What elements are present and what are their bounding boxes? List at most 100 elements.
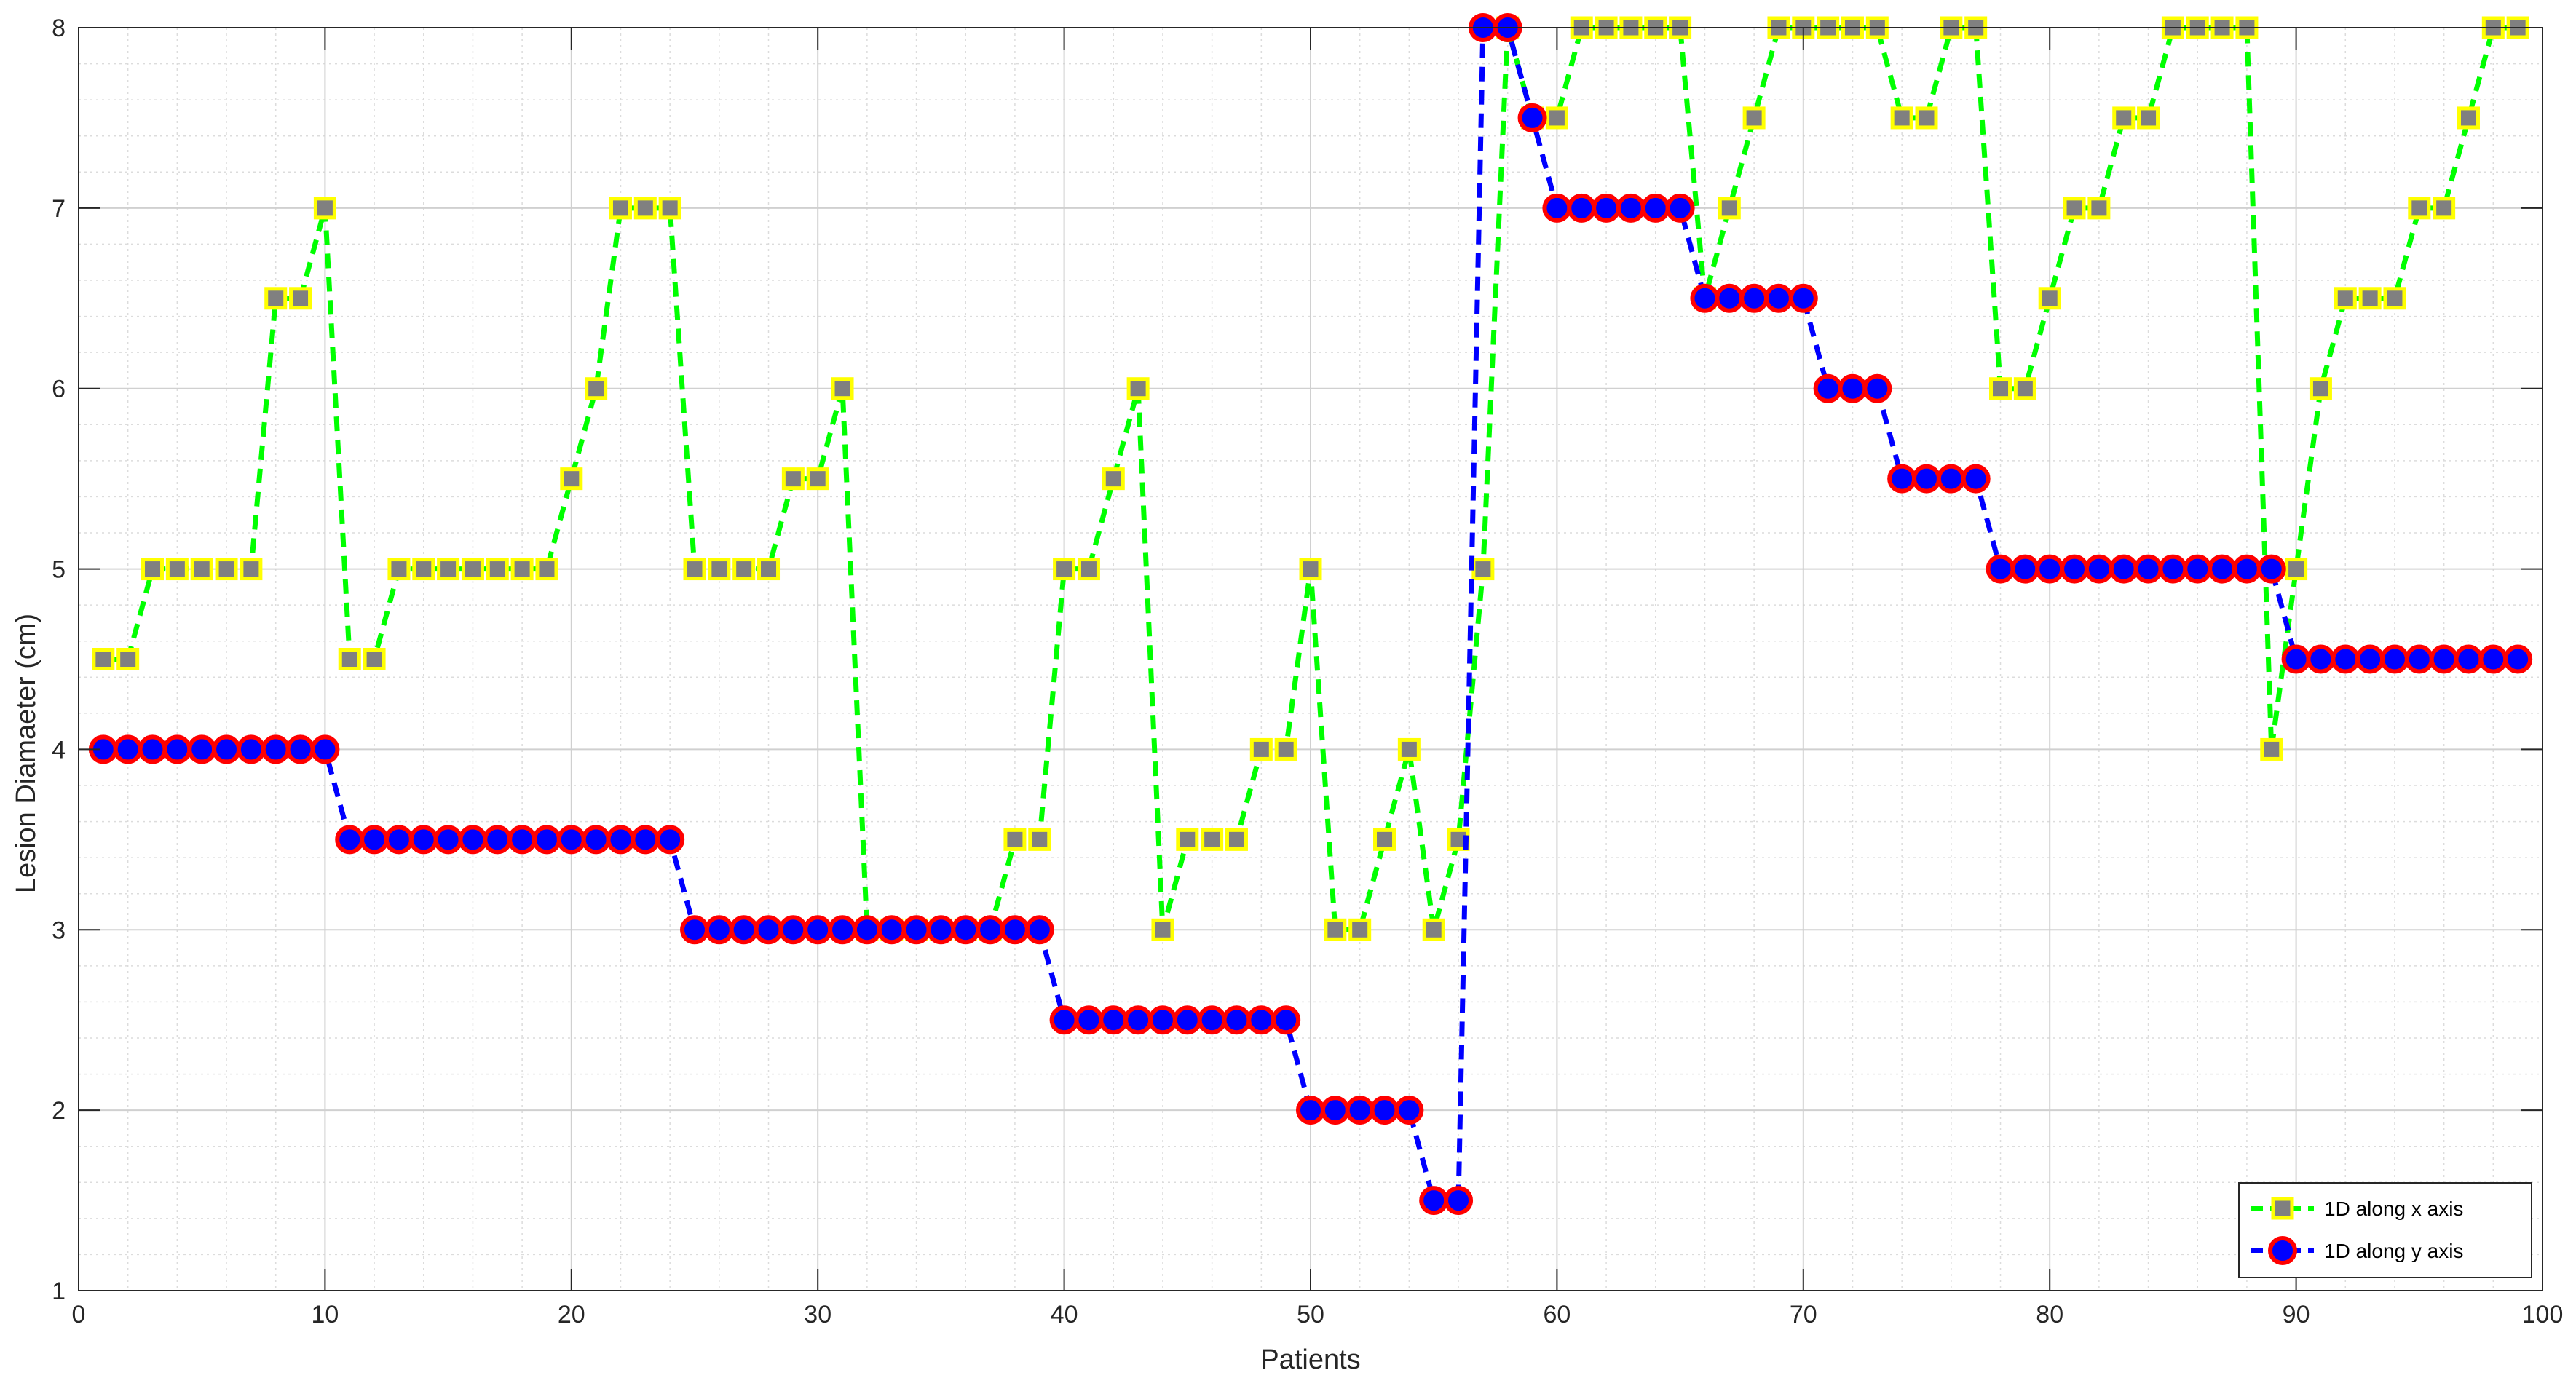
x-tick-label: 10 — [311, 1301, 339, 1328]
x-tick-label: 20 — [558, 1301, 585, 1328]
data-point-circle — [1986, 554, 2015, 584]
data-point-square — [1225, 828, 1248, 851]
data-point-circle — [2331, 644, 2360, 674]
data-point-circle — [926, 915, 956, 945]
data-point-circle — [285, 734, 315, 764]
data-point-circle — [1542, 193, 1572, 223]
data-point-circle — [2256, 554, 2286, 584]
data-point-circle — [1296, 1096, 1325, 1125]
data-point-square — [215, 558, 238, 581]
data-point-circle — [1838, 373, 1868, 403]
x-tick-label: 90 — [2283, 1301, 2310, 1328]
data-point-circle — [1616, 193, 1645, 223]
data-point-square — [141, 558, 165, 581]
x-tick-label: 60 — [1543, 1301, 1571, 1328]
data-point-square — [1397, 737, 1421, 761]
data-point-circle — [236, 734, 266, 764]
y-tick-label: 3 — [52, 916, 66, 944]
data-point-circle — [1147, 1005, 1177, 1035]
data-point-square — [2013, 377, 2036, 400]
data-point-circle — [2035, 554, 2065, 584]
x-tick-label: 50 — [1297, 1301, 1324, 1328]
legend-marker-square — [2271, 1197, 2294, 1220]
data-point-square — [264, 287, 288, 310]
data-point-square — [2087, 197, 2111, 220]
data-point-circle — [2503, 644, 2533, 674]
y-tick-label: 6 — [52, 376, 66, 403]
data-point-circle — [384, 825, 414, 855]
data-point-square — [338, 648, 361, 670]
data-point-circle — [483, 825, 513, 855]
data-point-circle — [335, 825, 365, 855]
data-point-circle — [655, 825, 685, 855]
data-point-square — [1324, 918, 1347, 941]
y-tick-label: 8 — [52, 15, 66, 42]
x-tick-label: 70 — [1790, 1301, 1817, 1328]
data-point-square — [1373, 828, 1396, 851]
data-point-circle — [1049, 1005, 1079, 1035]
data-point-square — [585, 377, 608, 400]
data-point-circle — [1370, 1096, 1399, 1125]
data-point-square — [1201, 828, 1224, 851]
x-tick-label: 40 — [1051, 1301, 1078, 1328]
data-point-square — [1126, 377, 1150, 400]
data-point-square — [2383, 287, 2406, 310]
data-point-square — [437, 558, 460, 581]
data-point-circle — [138, 734, 167, 764]
data-point-circle — [680, 915, 709, 945]
data-point-square — [2433, 197, 2456, 220]
data-point-circle — [901, 915, 931, 945]
axis-ticks — [78, 27, 2543, 1291]
data-point-square — [732, 558, 756, 581]
data-point-circle — [2429, 644, 2459, 674]
y-tick-label: 5 — [52, 556, 66, 584]
data-point-circle — [1099, 1005, 1129, 1035]
data-point-circle — [778, 915, 808, 945]
data-point-square — [1274, 737, 1297, 761]
data-point-square — [2038, 287, 2061, 310]
data-point-square — [757, 558, 781, 581]
data-point-circle — [2355, 644, 2385, 674]
data-point-square — [1348, 918, 1372, 941]
y-tick-label: 1 — [52, 1278, 66, 1305]
data-point-circle — [1592, 193, 1621, 223]
data-point-square — [510, 558, 534, 581]
data-point-circle — [1172, 1005, 1202, 1035]
data-point-circle — [556, 825, 586, 855]
data-point-square — [486, 558, 509, 581]
data-point-circle — [2232, 554, 2261, 584]
data-point-circle — [729, 915, 759, 945]
data-point-square — [1003, 828, 1027, 851]
data-point-circle — [581, 825, 611, 855]
data-point-circle — [1222, 1005, 1252, 1035]
x-tick-label: 80 — [2036, 1301, 2063, 1328]
y-tick-label: 4 — [52, 736, 66, 764]
data-point-square — [658, 197, 681, 220]
data-point-circle — [2010, 554, 2040, 584]
x-tick-label: 100 — [2522, 1301, 2564, 1328]
data-point-square — [1299, 558, 1322, 581]
data-point-circle — [310, 734, 340, 764]
data-point-square — [2309, 377, 2332, 400]
y-tick-label: 2 — [52, 1097, 66, 1125]
data-point-circle — [2478, 644, 2508, 674]
data-point-circle — [1000, 915, 1030, 945]
data-point-circle — [1936, 464, 1966, 494]
data-point-square — [1053, 558, 1076, 581]
data-point-circle — [2306, 644, 2336, 674]
data-point-circle — [1912, 464, 1941, 494]
data-point-square — [609, 197, 632, 220]
data-point-square — [1176, 828, 1199, 851]
data-point-circle — [1074, 1005, 1104, 1035]
data-point-circle — [1763, 283, 1793, 313]
data-point-square — [92, 648, 115, 670]
series-layer — [88, 13, 2533, 1216]
data-point-circle — [408, 825, 438, 855]
data-point-square — [2137, 106, 2160, 130]
data-point-square — [1249, 737, 1273, 761]
data-point-circle — [1444, 1186, 1474, 1216]
data-point-square — [2063, 197, 2086, 220]
data-point-square — [1718, 197, 1741, 220]
axis-tick-labels: 0 10 20 30 40 50 60 70 80 90 100 1 2 3 4 5 6 7 8 — [52, 15, 2563, 1328]
data-point-circle — [1665, 193, 1695, 223]
